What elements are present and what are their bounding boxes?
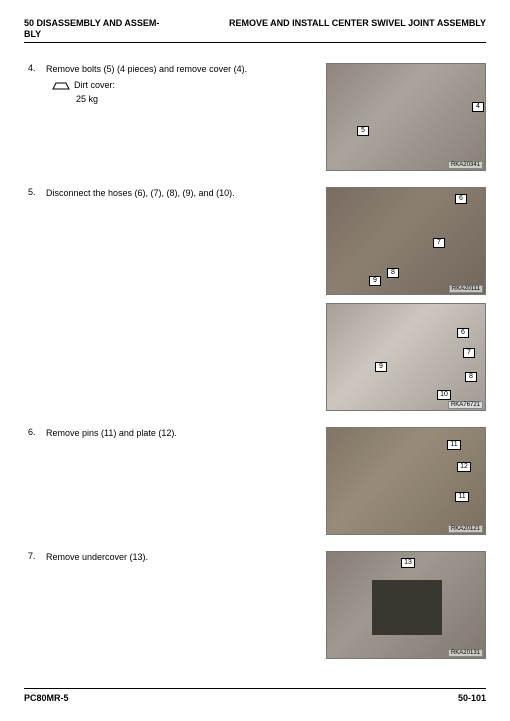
- step-number: 7.: [24, 551, 46, 561]
- figure: 6 7 8 9 10 RKA76721: [326, 303, 486, 411]
- page-header: 50 DISASSEMBLY AND ASSEM- BLY REMOVE AND…: [24, 18, 486, 43]
- page-footer: PC80MR-5 50-101: [24, 688, 486, 703]
- callout: 9: [369, 276, 381, 286]
- step-text: Remove bolts (5) (4 pieces) and remove c…: [46, 63, 318, 76]
- callout: 5: [357, 126, 369, 136]
- figure-code: RKA20121: [448, 525, 483, 533]
- header-left-line1: 50 DISASSEMBLY AND ASSEM-: [24, 18, 159, 28]
- callout: 7: [433, 238, 445, 248]
- step-text-column: Disconnect the hoses (6), (7), (8), (9),…: [46, 187, 326, 200]
- callout: 11: [455, 492, 469, 502]
- step-row: 7. Remove undercover (13). 13 RKA20131: [24, 551, 486, 667]
- figure-code: RKA20341: [448, 161, 483, 169]
- figure-column: 4 5 RKA20341: [326, 63, 486, 179]
- step-text-column: Remove undercover (13).: [46, 551, 326, 564]
- header-section-title: 50 DISASSEMBLY AND ASSEM- BLY: [24, 18, 159, 40]
- step-number: 4.: [24, 63, 46, 73]
- callout: 7: [463, 348, 475, 358]
- sub-value: 25 kg: [76, 94, 318, 104]
- figure-column: 13 RKA20131: [326, 551, 486, 667]
- figure: 11 12 11 RKA20121: [326, 427, 486, 535]
- step-text: Remove pins (11) and plate (12).: [46, 427, 318, 440]
- step-number: 5.: [24, 187, 46, 197]
- figure: 6 7 8 9 RKA20111: [326, 187, 486, 295]
- figure: 4 5 RKA20341: [326, 63, 486, 171]
- figure-column: 11 12 11 RKA20121: [326, 427, 486, 543]
- sub-label: Dirt cover:: [74, 79, 115, 92]
- step-row: 5. Disconnect the hoses (6), (7), (8), (…: [24, 187, 486, 419]
- step-text: Remove undercover (13).: [46, 551, 318, 564]
- callout: 4: [472, 102, 484, 112]
- step-row: 4. Remove bolts (5) (4 pieces) and remov…: [24, 63, 486, 179]
- header-left-line2: BLY: [24, 29, 41, 39]
- figure-code: RKA20131: [448, 649, 483, 657]
- step-text-column: Remove pins (11) and plate (12).: [46, 427, 326, 440]
- callout: 13: [401, 558, 415, 568]
- callout: 10: [437, 390, 451, 400]
- step-number: 6.: [24, 427, 46, 437]
- figure-code: RKA20111: [449, 285, 483, 293]
- callout: 9: [375, 362, 387, 372]
- header-topic-title: REMOVE AND INSTALL CENTER SWIVEL JOINT A…: [229, 18, 486, 28]
- step-row: 6. Remove pins (11) and plate (12). 11 1…: [24, 427, 486, 543]
- figure-column: 6 7 8 9 RKA20111 6 7 8 9 10 RKA76721: [326, 187, 486, 419]
- callout: 6: [455, 194, 467, 204]
- callout: 12: [457, 462, 471, 472]
- step-text-column: Remove bolts (5) (4 pieces) and remove c…: [46, 63, 326, 104]
- sub-item: Dirt cover:: [52, 79, 318, 92]
- footer-model: PC80MR-5: [24, 693, 69, 703]
- callout: 11: [447, 440, 461, 450]
- step-text: Disconnect the hoses (6), (7), (8), (9),…: [46, 187, 318, 200]
- weight-icon: [52, 80, 70, 90]
- figure: 13 RKA20131: [326, 551, 486, 659]
- footer-page-number: 50-101: [458, 693, 486, 703]
- callout: 8: [387, 268, 399, 278]
- callout: 8: [465, 372, 477, 382]
- figure-code: RKA76721: [448, 401, 483, 409]
- callout: 6: [457, 328, 469, 338]
